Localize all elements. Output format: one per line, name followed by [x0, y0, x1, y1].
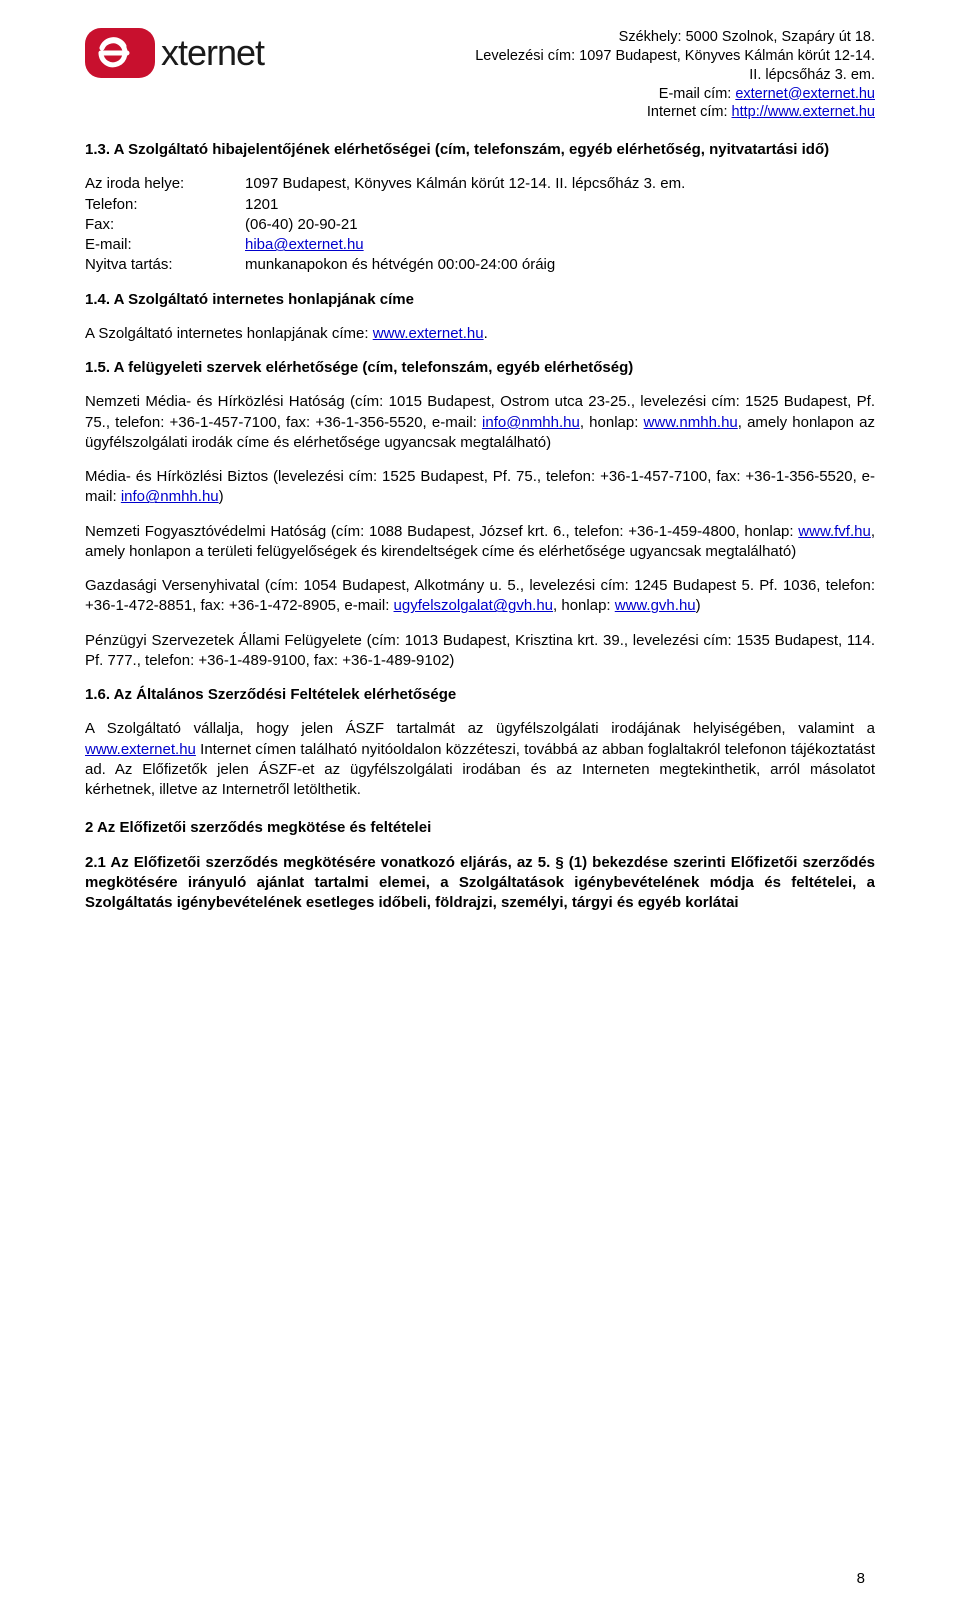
para-nmhh: Nemzeti Média- és Hírközlési Hatóság (cí…: [85, 392, 875, 453]
aszf-web-link[interactable]: www.externet.hu: [85, 741, 196, 758]
heading-2-1: 2.1 Az Előfizetői szerződés megkötésére …: [85, 853, 875, 914]
header-email-link[interactable]: externet@externet.hu: [735, 86, 875, 102]
contact-table: Az iroda helye: 1097 Budapest, Könyves K…: [85, 174, 875, 275]
contact-value: (06-40) 20-90-21: [245, 215, 875, 235]
contact-email-link[interactable]: hiba@externet.hu: [245, 236, 364, 253]
heading-1-5: 1.5. A felügyeleti szervek elérhetősége …: [85, 358, 875, 378]
text: , honlap:: [580, 414, 644, 431]
nmhh-email-link[interactable]: info@nmhh.hu: [482, 414, 580, 431]
contact-value: munkanapokon és hétvégén 00:00-24:00 órá…: [245, 255, 875, 275]
contact-value: 1201: [245, 195, 875, 215]
contact-value: hiba@externet.hu: [245, 235, 875, 255]
gvh-web-link[interactable]: www.gvh.hu: [615, 597, 696, 614]
contact-row: Nyitva tartás: munkanapokon és hétvégén …: [85, 255, 875, 275]
page-header: xternet Székhely: 5000 Szolnok, Szapáry …: [85, 28, 875, 122]
logo-text: xternet: [161, 29, 264, 78]
nmhh-web-link[interactable]: www.nmhh.hu: [644, 414, 738, 431]
addr-email-line: E-mail cím: externet@externet.hu: [475, 85, 875, 104]
contact-label: Nyitva tartás:: [85, 255, 245, 275]
contact-row: E-mail: hiba@externet.hu: [85, 235, 875, 255]
contact-label: Az iroda helye:: [85, 174, 245, 194]
logo: xternet: [85, 28, 264, 78]
contact-row: Telefon: 1201: [85, 195, 875, 215]
para-1-6: A Szolgáltató vállalja, hogy jelen ÁSZF …: [85, 719, 875, 800]
document-page: xternet Székhely: 5000 Szolnok, Szapáry …: [0, 0, 960, 1617]
heading-1-6: 1.6. Az Általános Szerződési Feltételek …: [85, 685, 875, 705]
heading-1-3: 1.3. A Szolgáltató hibajelentőjének elér…: [85, 140, 875, 160]
addr-line: II. lépcsőház 3. em.: [475, 66, 875, 85]
text: A Szolgáltató internetes honlapjának cím…: [85, 325, 373, 342]
addr-line: Levelezési cím: 1097 Budapest, Könyves K…: [475, 47, 875, 66]
fvf-web-link[interactable]: www.fvf.hu: [798, 523, 871, 540]
text: A Szolgáltató vállalja, hogy jelen ÁSZF …: [85, 720, 875, 737]
text: Nemzeti Fogyasztóvédelmi Hatóság (cím: 1…: [85, 523, 798, 540]
heading-1-4: 1.4. A Szolgáltató internetes honlapjána…: [85, 290, 875, 310]
para-fvf: Nemzeti Fogyasztóvédelmi Hatóság (cím: 1…: [85, 522, 875, 563]
para-biztos: Média- és Hírközlési Biztos (levelezési …: [85, 467, 875, 508]
text: .: [484, 325, 488, 342]
contact-label: Telefon:: [85, 195, 245, 215]
web-label: Internet cím:: [647, 104, 732, 120]
header-web-link[interactable]: http://www.externet.hu: [732, 104, 875, 120]
text: , honlap:: [553, 597, 615, 614]
contact-row: Az iroda helye: 1097 Budapest, Könyves K…: [85, 174, 875, 194]
email-label: E-mail cím:: [659, 86, 736, 102]
contact-label: Fax:: [85, 215, 245, 235]
letterhead-address: Székhely: 5000 Szolnok, Szapáry út 18. L…: [475, 28, 875, 122]
homepage-link[interactable]: www.externet.hu: [373, 325, 484, 342]
para-1-4: A Szolgáltató internetes honlapjának cím…: [85, 324, 875, 344]
text: Internet címen található nyitóoldalon kö…: [85, 741, 875, 799]
contact-value: 1097 Budapest, Könyves Kálmán körút 12-1…: [245, 174, 875, 194]
heading-2: 2 Az Előfizetői szerződés megkötése és f…: [85, 818, 875, 838]
para-pszaf: Pénzügyi Szervezetek Állami Felügyelete …: [85, 631, 875, 672]
gvh-email-link[interactable]: ugyfelszolgalat@gvh.hu: [394, 597, 554, 614]
biztos-email-link[interactable]: info@nmhh.hu: [121, 488, 219, 505]
page-number: 8: [857, 1569, 865, 1589]
addr-web-line: Internet cím: http://www.externet.hu: [475, 103, 875, 122]
logo-mark-icon: [85, 28, 155, 78]
para-gvh: Gazdasági Versenyhivatal (cím: 1054 Buda…: [85, 576, 875, 617]
addr-line: Székhely: 5000 Szolnok, Szapáry út 18.: [475, 28, 875, 47]
text: ): [219, 488, 224, 505]
text: ): [696, 597, 701, 614]
contact-row: Fax: (06-40) 20-90-21: [85, 215, 875, 235]
contact-label: E-mail:: [85, 235, 245, 255]
